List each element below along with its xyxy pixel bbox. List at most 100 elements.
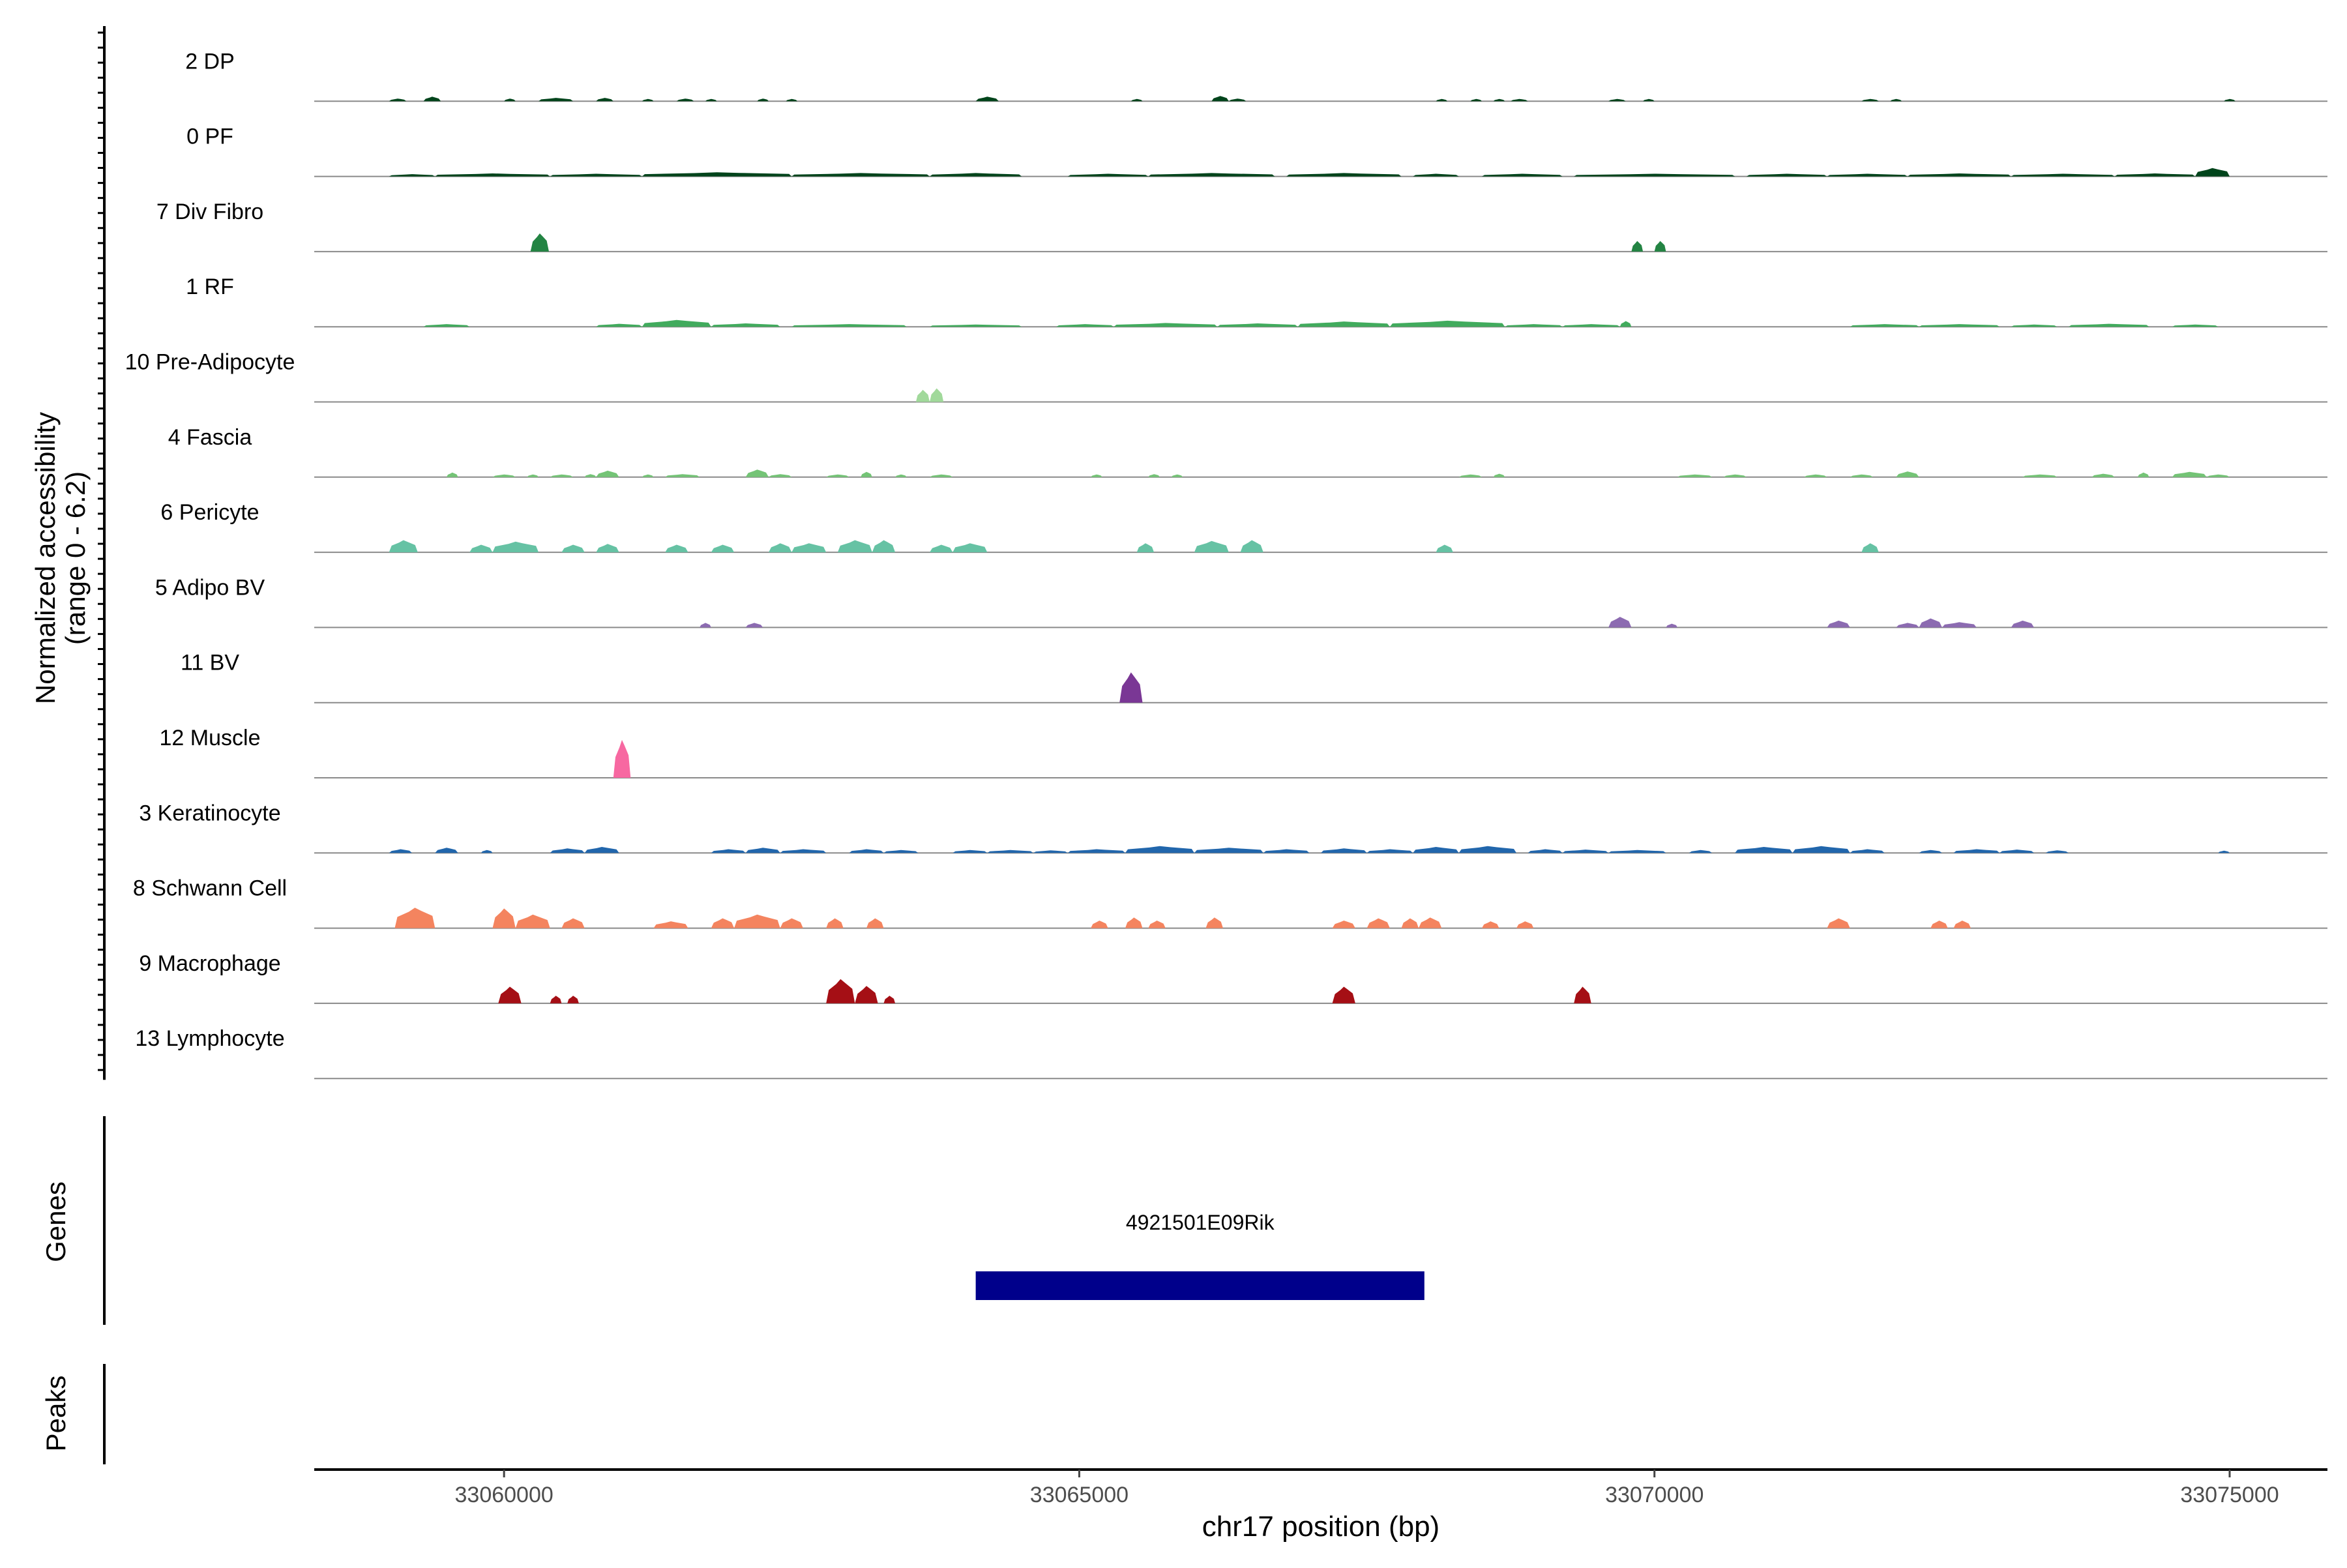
coverage-peak: [1608, 98, 1626, 102]
coverage-peak: [1608, 850, 1666, 853]
track-10-pre-adipocyte: 10 Pre-Adipocyte: [125, 350, 2327, 403]
coverage-peak: [1896, 471, 1919, 477]
coverage-peak: [705, 98, 717, 102]
track-4-fascia: 4 Fascia: [168, 425, 2327, 478]
track-label: 6 Pericyte: [160, 500, 259, 525]
coverage-peak: [469, 544, 493, 553]
coverage-peak: [492, 474, 516, 477]
coverage-peak: [711, 323, 780, 327]
track-9-macrophage: 9 Macrophage: [139, 951, 2327, 1004]
coverage-peak: [1907, 173, 2011, 177]
coverage-peak: [861, 471, 872, 477]
coverage-peak: [2069, 323, 2149, 327]
coverage-peak: [446, 472, 458, 477]
coverage-peak: [1366, 918, 1390, 928]
coverage-peak: [584, 474, 597, 477]
coverage-peak: [711, 918, 735, 928]
coverage-peak: [642, 172, 792, 177]
coverage-peak: [866, 918, 884, 928]
coverage-peak: [1217, 323, 1298, 327]
x-axis-label: chr17 position (bp): [1202, 1511, 1439, 1543]
coverage-peak: [2172, 324, 2219, 327]
coverage-peak: [791, 543, 827, 553]
coverage-peak: [1827, 918, 1850, 928]
track-label: 3 Keratinocyte: [139, 801, 280, 825]
coverage-peak: [1930, 921, 1948, 928]
track-label: 10 Pre-Adipocyte: [125, 350, 295, 375]
coverage-peak: [1941, 622, 1977, 628]
coverage-peak: [711, 544, 735, 553]
coverage-peak: [1562, 850, 1609, 853]
coverage-peak: [930, 388, 944, 402]
track-3-keratinocyte: 3 Keratinocyte: [139, 801, 2327, 854]
coverage-peak: [1130, 98, 1143, 102]
coverage-peak: [826, 979, 855, 1003]
track-2-dp: 2 DP: [185, 49, 2327, 102]
coverage-peak: [1746, 173, 1827, 177]
track-label: 7 Div Fibro: [156, 200, 263, 224]
coverage-peak: [389, 174, 435, 177]
coverage-tracks: 2 DP 0 PF 7 Div Fibro 1 RF 10 Pre-Adipocyte 4…: [125, 49, 2327, 1080]
coverage-peak: [1067, 173, 1149, 177]
coverage-peak: [394, 908, 435, 928]
coverage-peak: [780, 849, 827, 853]
coverage-peak: [2137, 472, 2149, 477]
coverage-peak: [1528, 849, 1563, 853]
coverage-peak: [642, 474, 654, 477]
coverage-peak: [530, 233, 549, 252]
coverage-peak: [1919, 618, 1942, 628]
coverage-peak: [1470, 98, 1482, 102]
coverage-peak: [423, 324, 470, 327]
coverage-peak: [596, 470, 619, 477]
coverage-peak: [1389, 320, 1505, 327]
track-8-schwann-cell: 8 Schwann Cell: [133, 876, 2327, 929]
coverage-peak: [1194, 540, 1229, 553]
coverage-peak: [2000, 850, 2034, 853]
peaks-track-label: Peaks: [40, 1376, 71, 1452]
coverage-peak: [2091, 473, 2115, 477]
coverage-peak: [2011, 620, 2034, 628]
x-tick-label: 33075000: [2180, 1483, 2279, 1507]
coverage-peak: [757, 98, 769, 102]
coverage-peak: [665, 474, 700, 477]
coverage-peak: [1436, 544, 1453, 553]
x-tick-label: 33060000: [455, 1483, 554, 1507]
track-label: 12 Muscle: [160, 726, 261, 750]
peaks-track: Peaks: [40, 1364, 106, 1464]
gene-track: Genes 4921501E09Rik: [40, 1116, 1424, 1325]
coverage-peak: [745, 623, 763, 628]
coverage-peak: [1511, 98, 1528, 102]
coverage-peak: [745, 469, 769, 477]
coverage-peak: [596, 98, 613, 102]
coverage-peak: [561, 918, 585, 928]
coverage-peak: [2172, 471, 2207, 477]
track-label: 8 Schwann Cell: [133, 876, 287, 901]
track-label: 13 Lymphocyte: [135, 1026, 284, 1051]
coverage-peak: [711, 849, 746, 853]
coverage-peak: [550, 173, 642, 177]
coverage-peak: [504, 98, 516, 102]
coverage-peak: [791, 173, 930, 177]
coverage-peak: [837, 540, 872, 553]
coverage-peak: [1792, 846, 1850, 853]
coverage-peak: [539, 98, 573, 102]
coverage-peak: [791, 324, 907, 327]
coverage-peak: [975, 96, 999, 102]
x-axis: 33060000 33065000 33070000 33075000 chr17 po…: [314, 1468, 2327, 1543]
coverage-peak: [1332, 986, 1355, 1003]
coverage-peak: [1401, 918, 1419, 928]
coverage-peak: [1562, 324, 1620, 327]
coverage-peak: [1091, 474, 1102, 477]
coverage-peak: [389, 98, 407, 102]
coverage-peak: [2195, 168, 2230, 177]
coverage-peak: [855, 986, 878, 1003]
coverage-peak: [1689, 850, 1712, 853]
coverage-peak: [1890, 98, 1902, 102]
coverage-peak: [786, 98, 798, 102]
coverage-peak: [1631, 241, 1644, 252]
coverage-peak: [1574, 986, 1591, 1003]
track-12-muscle: 12 Muscle: [160, 726, 2327, 778]
coverage-peak: [389, 849, 412, 853]
coverage-peak: [883, 850, 919, 853]
